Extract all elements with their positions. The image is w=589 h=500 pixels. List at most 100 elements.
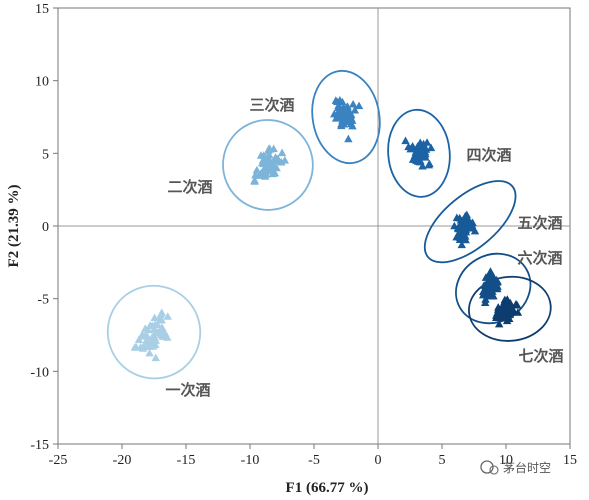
data-point (334, 101, 343, 109)
data-point (149, 325, 159, 333)
axes: -25 -20 -15 -10 -5 0 5 10 15 -15 -10 -5 0 5 10 15 (30, 2, 577, 468)
data-point (163, 333, 172, 341)
data-point (461, 220, 470, 228)
y-tick-label: 15 (35, 2, 49, 17)
group-label: 三次酒 (249, 96, 294, 114)
data-point (412, 156, 421, 164)
cluster-ellipse (387, 108, 451, 198)
data-point (264, 144, 274, 152)
data-point (272, 156, 281, 165)
x-tick-label: 0 (375, 453, 382, 468)
data-point (268, 169, 278, 178)
data-point (250, 176, 259, 184)
data-point (401, 136, 410, 145)
data-point (157, 315, 166, 324)
data-point (151, 353, 160, 362)
watermark-text: 茅台时空 (503, 460, 551, 475)
cluster-ellipse (423, 180, 517, 264)
y-tick-label: -5 (37, 293, 49, 308)
data-point (483, 282, 492, 291)
data-point (338, 97, 347, 106)
x-tick-label: 15 (563, 453, 577, 468)
data-points (130, 96, 523, 362)
x-tick-label: -5 (308, 453, 320, 468)
data-point (331, 96, 341, 104)
data-point (493, 305, 503, 313)
data-point (426, 143, 436, 152)
data-point (418, 161, 427, 170)
data-point (348, 121, 357, 130)
data-point (144, 340, 154, 348)
data-point (498, 308, 507, 317)
y-tick-label: -15 (30, 438, 49, 453)
data-point (341, 115, 351, 123)
data-point (163, 312, 172, 320)
data-point (150, 313, 159, 322)
y-tick-label: 5 (42, 147, 49, 162)
cluster-ellipse (468, 275, 552, 342)
group-label: 五次酒 (517, 214, 562, 232)
data-point (332, 112, 342, 121)
x-tick-label: 5 (439, 453, 446, 468)
x-tick-label: -25 (49, 453, 68, 468)
data-point (492, 313, 501, 322)
data-point (258, 155, 268, 164)
wechat-icon-inner (489, 465, 499, 475)
data-point (262, 170, 271, 178)
data-point (422, 138, 432, 146)
data-point (130, 343, 140, 351)
x-axis-title: F1 (66.77 %) (286, 480, 369, 496)
data-point (461, 211, 470, 220)
data-point (457, 240, 466, 249)
data-point (159, 329, 169, 338)
y-tick-label: 0 (42, 220, 49, 235)
data-point (153, 320, 162, 328)
data-point (459, 228, 468, 236)
data-point (252, 165, 262, 174)
data-point (419, 145, 428, 153)
data-point (354, 101, 364, 110)
group-label: 一次酒 (165, 381, 210, 399)
data-point (467, 220, 477, 229)
data-point (506, 303, 515, 312)
data-point (138, 344, 148, 352)
wechat-icon (480, 460, 494, 474)
y-axis-title: F2 (21.39 %) (6, 185, 22, 268)
data-point (150, 336, 159, 345)
cluster-ellipse (311, 69, 381, 165)
x-tick-label: 10 (499, 453, 513, 468)
data-point (251, 170, 260, 179)
data-point (490, 277, 500, 286)
x-tick-label: -20 (113, 453, 132, 468)
data-point (344, 134, 353, 143)
data-point (494, 319, 504, 328)
y-tick-label: -10 (30, 365, 49, 380)
data-point (480, 298, 490, 307)
data-point (145, 348, 154, 357)
data-point (513, 308, 523, 316)
data-point (413, 143, 422, 151)
data-point (350, 105, 360, 114)
group-label: 二次酒 (167, 178, 212, 196)
cluster-ellipse (106, 284, 202, 380)
data-point (450, 221, 459, 230)
data-point (505, 314, 514, 322)
data-point (486, 267, 495, 275)
data-point (277, 148, 287, 157)
data-point (141, 324, 150, 332)
data-point (262, 165, 272, 174)
data-point (263, 153, 273, 162)
watermark: 茅台时空 (480, 460, 551, 475)
group-label: 七次酒 (518, 347, 563, 365)
data-point (424, 160, 433, 169)
data-point (498, 312, 508, 320)
data-point (137, 331, 146, 340)
group-label: 四次酒 (466, 146, 511, 164)
group-label: 六次酒 (517, 249, 562, 267)
data-point (157, 308, 166, 316)
data-point (478, 290, 488, 299)
data-point (348, 99, 358, 108)
data-point (461, 235, 470, 244)
